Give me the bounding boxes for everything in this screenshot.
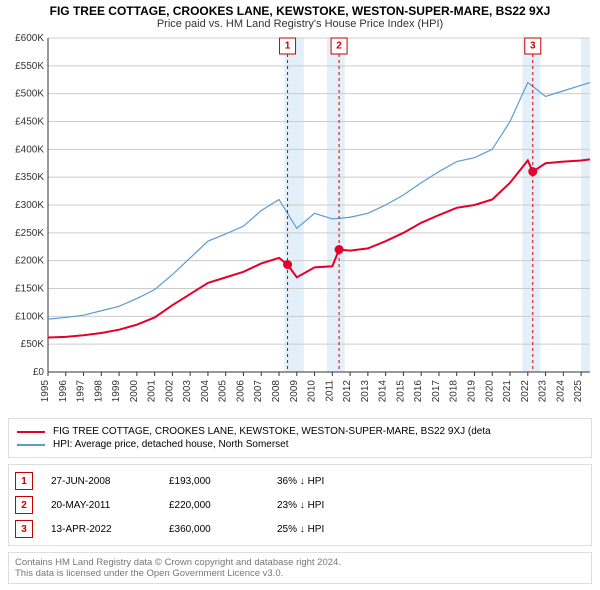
svg-text:£150K: £150K: [15, 284, 44, 295]
legend-swatch: [17, 444, 45, 446]
svg-text:1: 1: [285, 41, 291, 52]
svg-text:2024: 2024: [555, 380, 566, 403]
svg-text:1997: 1997: [76, 380, 87, 403]
svg-text:2015: 2015: [395, 380, 406, 403]
svg-text:2007: 2007: [253, 380, 264, 403]
legend-item: FIG TREE COTTAGE, CROOKES LANE, KEWSTOKE…: [17, 425, 583, 438]
svg-text:2021: 2021: [502, 380, 513, 403]
svg-text:1996: 1996: [58, 380, 69, 403]
table-row: 1 27-JUN-2008 £193,000 36% ↓ HPI: [15, 469, 585, 493]
row-delta: 36% ↓ HPI: [277, 476, 324, 487]
svg-text:2019: 2019: [466, 380, 477, 403]
svg-text:3: 3: [530, 41, 536, 52]
price-chart: £0 £50K £100K £150K £200K £250K £300K £350K £400…: [0, 32, 600, 412]
svg-text:£300K: £300K: [15, 200, 44, 211]
svg-text:£500K: £500K: [15, 89, 44, 100]
svg-text:2001: 2001: [147, 380, 158, 403]
row-marker: 3: [15, 520, 33, 538]
table-row: 3 13-APR-2022 £360,000 25% ↓ HPI: [15, 517, 585, 541]
svg-text:£200K: £200K: [15, 256, 44, 267]
svg-text:2013: 2013: [360, 380, 371, 403]
page-subtitle: Price paid vs. HM Land Registry's House …: [0, 18, 600, 32]
svg-text:2022: 2022: [520, 380, 531, 403]
svg-text:£50K: £50K: [21, 339, 45, 350]
legend-label: FIG TREE COTTAGE, CROOKES LANE, KEWSTOKE…: [53, 426, 491, 437]
row-price: £360,000: [169, 524, 259, 535]
svg-text:2016: 2016: [413, 380, 424, 403]
row-marker: 1: [15, 472, 33, 490]
footer-line-2: This data is licensed under the Open Gov…: [15, 568, 585, 579]
svg-text:2023: 2023: [538, 380, 549, 403]
transactions-table: 1 27-JUN-2008 £193,000 36% ↓ HPI 2 20-MAY-201…: [8, 464, 592, 546]
svg-text:2010: 2010: [307, 380, 318, 403]
svg-text:2018: 2018: [449, 380, 460, 403]
svg-text:2003: 2003: [182, 380, 193, 403]
row-delta: 23% ↓ HPI: [277, 500, 324, 511]
svg-text:2020: 2020: [484, 380, 495, 403]
svg-text:2014: 2014: [378, 380, 389, 403]
svg-text:1999: 1999: [111, 380, 122, 403]
legend-item: HPI: Average price, detached house, Nort…: [17, 438, 583, 451]
svg-text:£100K: £100K: [15, 311, 44, 322]
svg-text:2011: 2011: [324, 380, 335, 402]
legend: FIG TREE COTTAGE, CROOKES LANE, KEWSTOKE…: [8, 418, 592, 458]
svg-text:2009: 2009: [289, 380, 300, 403]
svg-text:2017: 2017: [431, 380, 442, 403]
svg-text:2005: 2005: [218, 380, 229, 403]
page-title: FIG TREE COTTAGE, CROOKES LANE, KEWSTOKE…: [0, 0, 600, 18]
svg-text:2006: 2006: [235, 380, 246, 403]
svg-text:2000: 2000: [129, 380, 140, 403]
row-date: 20-MAY-2011: [51, 500, 151, 511]
row-marker: 2: [15, 496, 33, 514]
row-delta: 25% ↓ HPI: [277, 524, 324, 535]
footer-attribution: Contains HM Land Registry data © Crown c…: [8, 552, 592, 584]
svg-text:£550K: £550K: [15, 61, 44, 72]
svg-text:£600K: £600K: [15, 33, 44, 44]
row-price: £193,000: [169, 476, 259, 487]
svg-text:£450K: £450K: [15, 117, 44, 128]
table-row: 2 20-MAY-2011 £220,000 23% ↓ HPI: [15, 493, 585, 517]
footer-line-1: Contains HM Land Registry data © Crown c…: [15, 557, 585, 568]
svg-text:2002: 2002: [164, 380, 175, 403]
svg-text:£400K: £400K: [15, 144, 44, 155]
row-price: £220,000: [169, 500, 259, 511]
svg-text:2: 2: [336, 41, 342, 52]
svg-text:2004: 2004: [200, 380, 211, 403]
svg-text:£0: £0: [33, 367, 45, 378]
legend-label: HPI: Average price, detached house, Nort…: [53, 439, 289, 450]
svg-text:2025: 2025: [573, 380, 584, 403]
svg-text:1998: 1998: [93, 380, 104, 403]
row-date: 13-APR-2022: [51, 524, 151, 535]
svg-text:1995: 1995: [40, 380, 51, 403]
svg-text:£250K: £250K: [15, 228, 44, 239]
svg-text:2008: 2008: [271, 380, 282, 403]
row-date: 27-JUN-2008: [51, 476, 151, 487]
svg-text:2012: 2012: [342, 380, 353, 403]
legend-swatch: [17, 431, 45, 433]
svg-text:£350K: £350K: [15, 172, 44, 183]
